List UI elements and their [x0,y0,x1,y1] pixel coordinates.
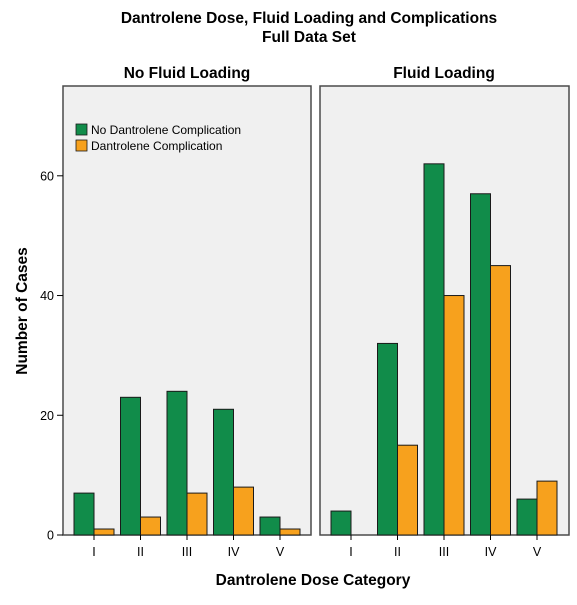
bar-no-fluid-complication-IV [233,486,254,536]
bar-no-fluid-no-complication-II [120,396,141,536]
y-tick-label-60: 60 [40,169,54,183]
bar-no-fluid-complication-II [140,516,161,536]
legend-swatch-no-complication [75,123,88,136]
panel-title-fluid-loading: Fluid Loading [393,65,495,82]
bar-no-fluid-no-complication-V [259,516,281,536]
x-axis-label: Dantrolene Dose Category [216,572,411,589]
bar-fluid-complication-V [536,480,558,536]
x-tick-label-I: I [92,545,95,559]
x-tick-label-IV: IV [228,545,240,559]
legend-label-no-complication: No Dantrolene Complication [91,123,241,137]
bar-no-fluid-complication-I [93,528,115,536]
y-tick-label-0: 0 [47,529,54,543]
legend-swatch-complication [75,139,88,152]
bar-fluid-no-complication-V [516,498,538,536]
panel-title-no-fluid-loading: No Fluid Loading [124,65,251,82]
y-tick-label-20: 20 [40,409,54,423]
chart-subtitle: Full Data Set [262,29,356,46]
bar-no-fluid-no-complication-III [166,390,188,536]
x-tick-label-III: III [439,545,449,559]
y-tick-label-40: 40 [40,289,54,303]
bar-fluid-no-complication-III [423,163,445,536]
x-tick-label-V: V [533,545,542,559]
bar-fluid-complication-II [397,444,418,536]
bar-fluid-no-complication-II [377,342,398,536]
bar-fluid-no-complication-I [330,510,352,536]
bar-no-fluid-complication-V [279,528,301,536]
x-tick-label-II: II [394,545,401,559]
bar-no-fluid-no-complication-IV [213,408,234,536]
legend-label-complication: Dantrolene Complication [91,139,222,153]
bar-fluid-complication-III [443,295,465,536]
bar-no-fluid-complication-III [186,492,208,536]
x-tick-label-I: I [349,545,352,559]
x-tick-label-IV: IV [485,545,497,559]
x-tick-label-II: II [137,545,144,559]
bar-fluid-no-complication-IV [470,193,491,536]
x-tick-label-V: V [276,545,285,559]
x-tick-label-III: III [182,545,192,559]
y-axis-label: Number of Cases [14,247,31,374]
bar-fluid-complication-IV [490,265,511,536]
chart-title: Dantrolene Dose, Fluid Loading and Compl… [121,10,497,27]
bar-no-fluid-no-complication-I [73,492,95,536]
